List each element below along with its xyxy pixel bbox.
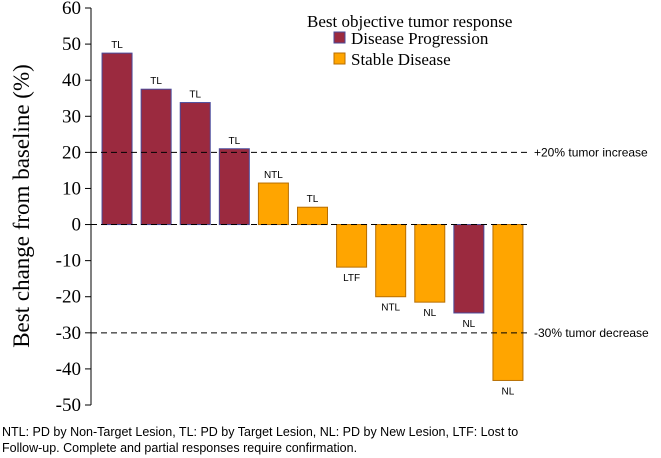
legend-swatch [333,52,346,65]
bar [101,52,133,226]
bar [297,206,328,226]
bars [101,52,524,381]
reference-lines: +20% tumor increase -30% tumor decrease [91,145,649,340]
footnote: NTL: PD by Non-Target Lesion, TL: PD by … [2,424,658,456]
y-tick-label: 30 [62,106,81,127]
y-tick-label: 20 [62,142,81,163]
bar-label: NL [423,308,436,319]
y-axis: 60 50 40 30 20 10 0 -10 -20 -30 -40 -50 [56,0,92,416]
legend: Best objective tumor response Disease Pr… [307,12,512,69]
y-tick-label: 60 [62,0,81,19]
y-tick-label: 10 [62,178,81,199]
footnote-line-1: NTL: PD by Non-Target Lesion, TL: PD by … [2,425,519,439]
y-tick-label: -30 [56,323,81,344]
bar [375,224,407,298]
bar-label: NTL [381,303,400,314]
bar [414,224,446,303]
bar-label: TL [111,40,123,51]
bar-label: TL [307,194,319,205]
footnote-line-2: Follow-up. Complete and partial response… [2,441,358,455]
bar [257,182,289,226]
y-tick-label: 50 [62,34,81,55]
y-tick-label: -20 [56,287,81,308]
bar [140,88,172,226]
y-tick-label: 40 [62,70,81,91]
bar-label: TL [150,76,162,87]
legend-item-label: Disease Progression [351,29,489,48]
bar-label: LTF [343,273,360,284]
legend-swatch [333,31,346,44]
bar-labels: TL TL TL TL NTL TL LTF NTL NL NL NL [111,40,515,397]
bar-label: NL [462,319,475,330]
y-axis-label: Best change from baseline (%) [9,64,34,348]
y-tick-label: 0 [72,215,82,236]
y-tick-label: -40 [56,359,81,380]
legend-item-label: Stable Disease [351,50,451,69]
legend-title: Best objective tumor response [307,12,512,31]
y-tick-label: -10 [56,251,81,272]
y-tick-label: -50 [56,395,81,416]
waterfall-chart: 60 50 40 30 20 10 0 -10 -20 -30 -40 -50 TL TL TL TL NTL… [9,0,649,416]
bar [179,102,211,226]
bar-label: TL [189,90,201,101]
bar-label: NTL [264,170,283,181]
bar [218,148,250,226]
bar [453,224,485,314]
bar [492,224,524,381]
bar-label: TL [228,136,240,147]
reference-line-label: -30% tumor decrease [534,326,649,340]
bar-label: NL [502,386,515,397]
reference-line-label: +20% tumor increase [534,145,648,159]
bar [336,224,368,268]
